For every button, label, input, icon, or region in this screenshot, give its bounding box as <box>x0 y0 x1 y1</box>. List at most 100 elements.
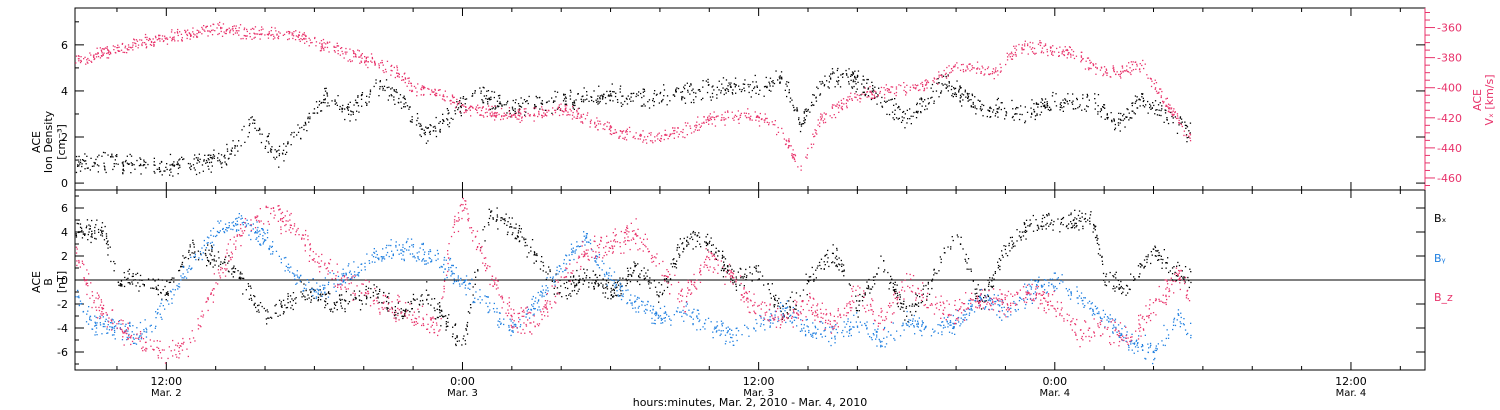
data-point <box>163 40 165 42</box>
data-point <box>1114 127 1117 129</box>
data-point <box>606 90 608 93</box>
data-point <box>1037 43 1040 45</box>
data-point <box>857 316 859 318</box>
data-point <box>626 131 628 133</box>
data-point <box>282 34 284 36</box>
data-point <box>1105 69 1108 71</box>
data-point <box>613 91 615 93</box>
data-point <box>990 107 992 110</box>
data-point <box>551 112 553 114</box>
data-point <box>111 334 114 336</box>
data-point <box>165 293 168 295</box>
data-point <box>1168 110 1170 112</box>
data-point <box>755 92 757 94</box>
data-point <box>763 121 766 123</box>
data-point <box>723 269 725 271</box>
data-point <box>927 97 929 100</box>
data-point <box>510 114 513 116</box>
data-point <box>823 112 825 114</box>
data-point <box>1106 114 1108 116</box>
data-point <box>1049 109 1051 112</box>
data-point <box>895 290 897 292</box>
data-point <box>978 295 980 297</box>
data-point <box>891 86 894 88</box>
data-point <box>913 305 915 307</box>
data-point <box>597 279 599 281</box>
data-point <box>494 111 496 114</box>
data-point <box>612 132 614 134</box>
data-point <box>1118 288 1120 290</box>
data-point <box>593 288 595 290</box>
data-point <box>854 70 856 72</box>
data-point <box>103 48 105 50</box>
data-point <box>863 91 865 93</box>
data-point <box>1043 104 1045 107</box>
data-point <box>539 96 541 99</box>
data-point <box>249 123 251 125</box>
data-point <box>432 126 435 128</box>
data-point <box>151 287 154 289</box>
data-point <box>674 95 676 97</box>
data-point <box>840 74 842 76</box>
data-point <box>1033 108 1035 111</box>
data-point <box>450 117 452 119</box>
data-point <box>995 104 997 106</box>
data-point <box>153 170 155 173</box>
data-point <box>1143 267 1145 269</box>
data-point <box>621 132 623 134</box>
data-point <box>459 279 462 281</box>
data-point <box>951 94 953 97</box>
data-point <box>584 99 586 101</box>
data-point <box>188 251 190 253</box>
data-point <box>573 100 575 102</box>
data-point <box>683 97 686 99</box>
data-point <box>913 87 915 89</box>
data-point <box>1097 238 1099 240</box>
data-point <box>597 103 599 105</box>
data-point <box>466 321 469 324</box>
data-point <box>452 333 454 335</box>
data-point <box>500 118 502 121</box>
data-point <box>563 94 565 96</box>
data-point <box>620 293 622 295</box>
data-point <box>1156 250 1158 252</box>
data-point <box>160 161 163 163</box>
data-point <box>1183 130 1185 132</box>
data-point <box>360 61 363 63</box>
data-point <box>707 243 709 246</box>
data-point <box>485 108 487 110</box>
data-point <box>479 114 481 116</box>
data-point <box>340 305 342 307</box>
data-point <box>134 42 136 44</box>
data-point <box>1011 58 1014 60</box>
data-point <box>152 38 154 40</box>
data-point <box>705 80 707 82</box>
data-point <box>427 303 429 305</box>
data-point <box>225 30 227 32</box>
data-point <box>796 108 798 110</box>
data-point <box>243 277 245 280</box>
data-point <box>257 240 259 242</box>
data-point <box>1186 126 1189 128</box>
data-point <box>533 114 535 117</box>
data-point <box>771 283 773 285</box>
data-point <box>683 237 685 240</box>
data-point <box>821 114 823 116</box>
data-point <box>1042 105 1045 107</box>
data-point <box>1114 123 1116 126</box>
data-point <box>144 33 147 36</box>
data-point <box>848 283 850 285</box>
data-point <box>218 32 220 35</box>
data-point <box>598 284 600 286</box>
data-point <box>1076 97 1078 100</box>
data-point <box>733 83 736 85</box>
data-point <box>1052 229 1054 231</box>
data-point <box>203 159 205 161</box>
data-point <box>1151 254 1153 256</box>
data-point <box>541 114 543 116</box>
data-point <box>169 169 171 171</box>
data-point <box>940 258 942 260</box>
data-point <box>136 40 139 42</box>
data-point <box>461 104 463 107</box>
data-point <box>721 83 723 85</box>
